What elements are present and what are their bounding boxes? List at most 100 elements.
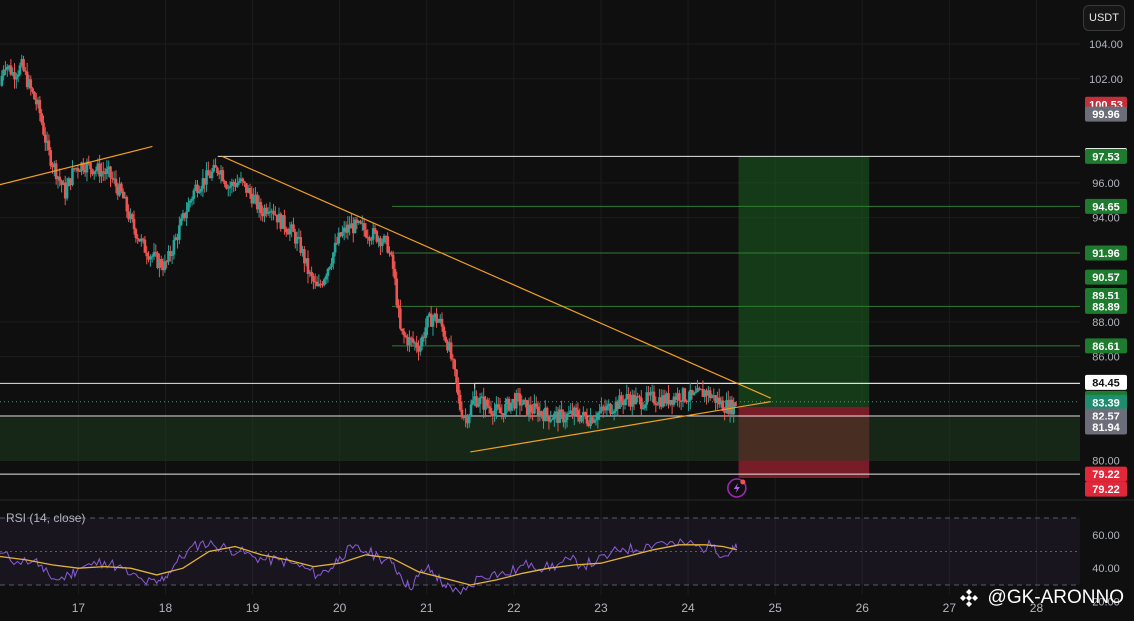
candle-up	[538, 411, 542, 417]
candle-down	[303, 249, 306, 264]
rsi-pane: RSI (14, close)	[0, 511, 1080, 595]
candle-up	[649, 392, 652, 396]
candle-up	[80, 162, 83, 172]
candle-up	[45, 140, 49, 143]
candle-down	[591, 417, 594, 423]
candle-up	[197, 191, 201, 193]
candle-down	[72, 168, 76, 170]
candle-up	[533, 403, 536, 414]
candle-up	[558, 409, 562, 423]
candle-up	[605, 405, 609, 411]
candle-down	[24, 70, 27, 72]
candle-down	[145, 252, 149, 257]
candle-down	[379, 238, 382, 247]
candle-up	[212, 165, 216, 172]
candle-up	[469, 404, 473, 416]
candle-up	[192, 190, 196, 199]
candle-up	[100, 171, 103, 177]
candle-up	[572, 407, 576, 417]
candle-up	[118, 183, 121, 196]
price-tick-label: 80.00	[1092, 456, 1120, 468]
candle-up	[371, 228, 375, 240]
candle-up	[594, 419, 598, 421]
candle-down	[141, 238, 145, 240]
candle-up	[150, 256, 154, 258]
time-tick-label: 22	[507, 601, 521, 615]
candle-up	[712, 395, 716, 397]
candle-up	[580, 416, 583, 422]
candle-down	[9, 65, 13, 75]
candle-up	[703, 390, 707, 397]
candle-down	[647, 392, 650, 396]
candle-down	[4, 69, 7, 71]
candle-down	[457, 384, 460, 395]
candle-up	[728, 399, 732, 414]
candle-up	[661, 395, 665, 407]
candle-down	[455, 369, 458, 385]
candle-down	[243, 181, 246, 184]
time-tick-label: 19	[246, 601, 260, 615]
candle-up	[257, 202, 261, 210]
candle-up	[687, 400, 690, 403]
candle-down	[545, 407, 549, 416]
candle-down	[98, 163, 101, 177]
candle-down	[33, 91, 36, 100]
candle-up	[152, 252, 156, 257]
candle-down	[116, 186, 120, 196]
candle-down	[134, 229, 138, 238]
candle-down	[652, 391, 656, 404]
candle-up	[719, 400, 723, 405]
candle-down	[547, 415, 551, 422]
time-tick-label: 17	[72, 601, 86, 615]
candle-up	[567, 412, 571, 414]
candle-up	[388, 252, 391, 254]
candle-down	[38, 100, 42, 114]
candle-down	[47, 140, 51, 151]
candle-up	[167, 251, 170, 262]
candle-down	[717, 397, 721, 405]
candle-up	[36, 100, 40, 105]
candle-up	[480, 396, 484, 398]
candle-down	[442, 326, 446, 337]
candle-down	[583, 412, 587, 417]
currency-button[interactable]: USDT	[1083, 5, 1125, 31]
price-axis: 104.00 102.00 96.00 94.00 88.00 86.00 80.00 60.…	[1089, 39, 1123, 609]
candle-down	[89, 162, 92, 170]
candle-down	[109, 166, 112, 178]
candle-up	[11, 72, 14, 75]
candle-up	[672, 396, 676, 405]
candle-down	[78, 170, 82, 172]
candle-up	[288, 228, 292, 235]
candle-down	[556, 411, 560, 423]
candle-down	[444, 336, 447, 342]
candle-down	[125, 197, 129, 212]
candle-down	[496, 404, 500, 408]
candle-up	[484, 399, 487, 410]
candle-down	[404, 335, 408, 337]
candle-up	[254, 194, 257, 196]
candle-down	[101, 171, 105, 173]
time-axis: 17 18 19 20 21 22 23 24 25 26 27 28	[72, 601, 1044, 615]
rsi-line	[0, 538, 738, 595]
price-tag	[1085, 245, 1127, 261]
candle-down	[393, 268, 397, 279]
candle-down	[203, 178, 207, 185]
candle-up	[426, 316, 429, 328]
candle-up	[462, 416, 466, 418]
candle-down	[232, 181, 235, 185]
candle-down	[578, 417, 582, 422]
candle-down	[234, 184, 237, 187]
alert-dot	[740, 479, 746, 485]
candle-up	[563, 420, 567, 423]
candle-down	[245, 183, 248, 193]
candle-up	[74, 167, 78, 169]
rsi-tick-label: 40.00	[1092, 563, 1120, 575]
candle-down	[91, 169, 94, 175]
zones	[0, 156, 1080, 478]
candle-up	[643, 404, 647, 409]
candle-up	[107, 166, 110, 169]
candle-down	[221, 170, 225, 182]
time-tick-label: 27	[943, 601, 957, 615]
rsi-tick-label: 20.00	[1092, 597, 1120, 609]
